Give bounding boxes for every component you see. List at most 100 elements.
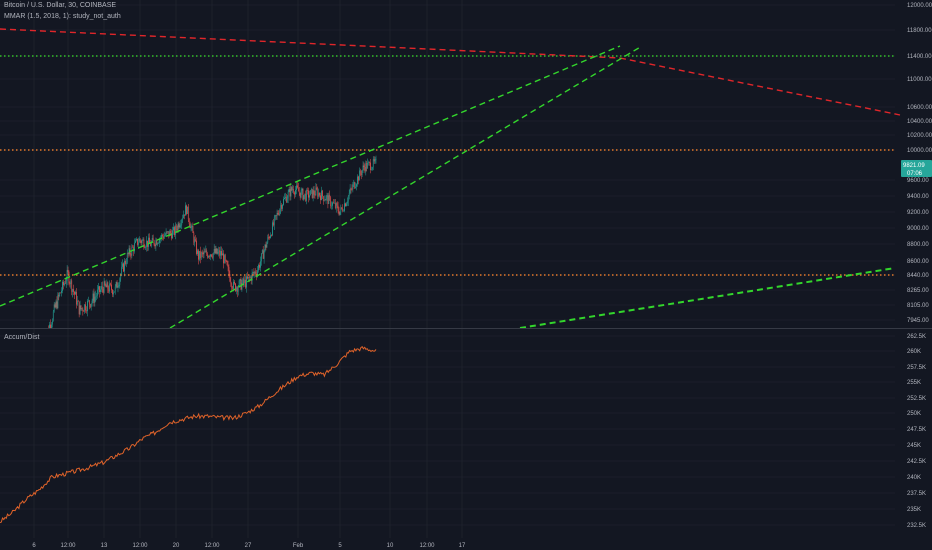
candle-body [293,189,295,193]
candle-body [258,264,259,271]
candle-body [361,170,363,175]
candle-body [118,284,120,287]
candle-body [333,202,334,204]
candle-body [162,236,164,239]
candle-body [51,320,53,325]
price-pane[interactable] [43,155,377,329]
candle-body [136,238,137,241]
candle-body [92,293,94,301]
candle-body [348,193,350,196]
accum-dist-title[interactable]: Accum/Dist [4,334,40,341]
candle-body [373,159,375,162]
candle-body [288,189,290,192]
candle-body [362,165,364,171]
candle-body [137,242,139,245]
candle-body [241,283,243,290]
candle-body [140,240,142,243]
last-price-time: 07:06 [907,171,923,177]
candle-body [314,194,316,196]
candle-body [342,208,344,211]
candle-body [263,250,265,259]
candle-body [357,176,358,185]
time-tick-label: 6 [32,543,36,549]
candle-body [63,283,65,286]
accum-dist-axis[interactable]: 262.5K 260K 257.5K 255K 252.5K 250K 247.5K 245K… [907,334,926,529]
candle-body [340,207,342,212]
candle-body [109,283,111,292]
candle-body [62,281,63,291]
ad-tick-label: 250K [907,411,921,417]
candle-body [365,162,367,172]
candle-body [211,254,212,257]
candle-body [346,203,347,207]
candle-body [196,240,197,254]
candle-body [339,211,341,215]
candle-body [252,272,254,274]
candle-body [322,190,323,197]
candle-body [331,205,332,207]
candle-body [150,242,151,247]
last-price-badge-bg [901,160,932,177]
candle-body [248,276,250,278]
candle-body [112,289,113,295]
candle-body [322,196,324,201]
price-axis[interactable]: 12000.00 11800.00 11400.00 11000.00 10600.00… [907,3,932,324]
symbol-title[interactable]: Bitcoin / U.S. Dollar, 30, COINBASE [4,2,117,9]
candle-body [102,288,104,293]
candle-body [153,240,155,245]
candle-body [169,231,171,237]
candle-body [230,281,232,284]
price-tick-label: 10200.00 [907,133,932,139]
candle-body [195,239,197,241]
candle-body [216,248,218,254]
time-tick-label: 20 [173,543,180,549]
candle-body [371,169,372,171]
candle-body [231,283,233,288]
candle-body [307,190,308,191]
accum-dist-pane[interactable] [0,345,377,524]
candle-body [199,250,201,259]
candle-body [236,287,238,292]
candle-body [125,262,127,264]
candle-body [235,283,236,291]
candle-body [223,253,224,264]
candle-body [67,269,69,273]
ad-tick-label: 255K [907,380,921,386]
candle-body [292,189,294,191]
candle-body [65,280,67,284]
candle-body [317,189,319,197]
ad-tick-label: 252.5K [907,396,926,402]
candle-body [149,237,150,243]
trend-line [0,45,621,307]
candle-body [352,184,354,190]
candle-body [98,286,99,290]
candle-body [370,162,371,170]
candle-body [175,225,177,230]
candle-body [121,266,123,275]
candle-body [107,282,109,290]
candle-body [229,274,231,282]
candle-body [210,254,211,257]
candle-body [259,264,260,268]
candle-body [180,224,182,226]
candle-body [120,274,122,279]
candle-body [347,195,349,202]
candle-body [290,187,292,197]
candle-body [326,195,328,197]
time-tick-label: 12:00 [419,543,435,549]
candle-body [176,229,178,231]
study-title[interactable]: MMAR (1.5, 2018, 1): study_not_auth [4,13,121,20]
candle-body [150,242,152,247]
time-tick-label: 12:00 [60,543,76,549]
time-axis[interactable]: 6 12:00 13 12:00 20 12:00 27 Feb 5 10 12:00 17 [32,543,466,549]
candle-body [274,215,276,218]
candle-body [334,202,335,204]
candle-body [205,250,207,253]
candle-body [240,279,242,290]
candle-body [311,188,313,198]
candle-body [242,278,244,284]
time-tick-label: 13 [101,543,108,549]
candle-body [52,311,54,321]
candle-body [179,225,181,228]
